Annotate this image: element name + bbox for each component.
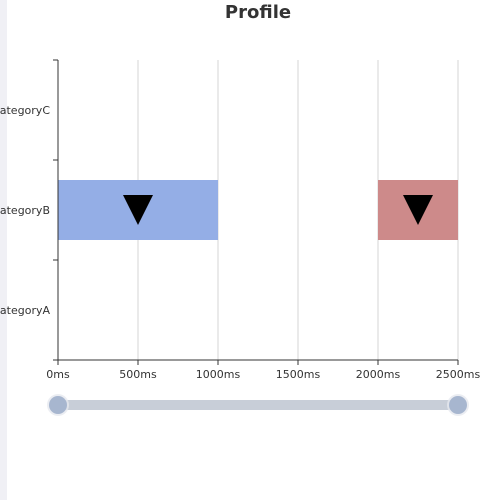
datazoom-slider[interactable] (47, 394, 469, 416)
y-category-label: categoryB (0, 204, 50, 217)
x-tick-label: 1500ms (276, 368, 321, 381)
datazoom-handle[interactable] (449, 396, 467, 414)
bars (58, 180, 458, 240)
triangle-down-marker (403, 195, 433, 225)
markers (123, 195, 433, 225)
y-category-label: categoryA (0, 304, 50, 317)
triangle-down-marker (123, 195, 153, 225)
axes: 0ms 500ms 1000ms 1500ms 2000ms 2500ms category… (0, 59, 481, 381)
x-tick-label: 0ms (46, 368, 70, 381)
chart-title: Profile (224, 2, 292, 23)
y-category-label: categoryC (0, 104, 50, 117)
x-tick-label: 500ms (119, 368, 157, 381)
x-tick-label: 2000ms (356, 368, 401, 381)
datazoom-handle[interactable] (49, 396, 67, 414)
left-strip (0, 0, 7, 500)
x-tick-label: 2500ms (436, 368, 481, 381)
x-tick-label: 1000ms (196, 368, 241, 381)
